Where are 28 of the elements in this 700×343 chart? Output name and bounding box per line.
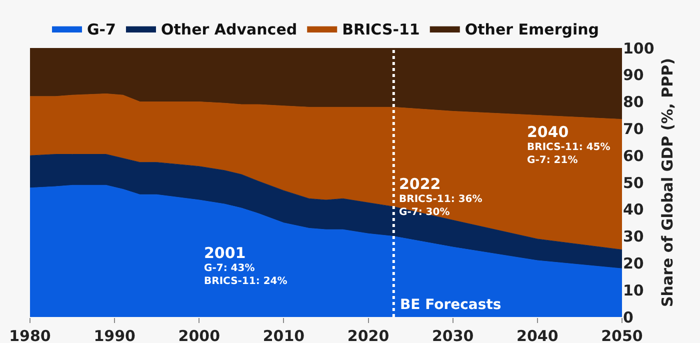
x-tick-label: 1980 (9, 327, 51, 343)
legend-label: G-7 (87, 20, 116, 38)
y-tick-label: 30 (623, 228, 644, 246)
ref-line-label: BE Forecasts (400, 297, 502, 313)
y-tick-label: 90 (623, 66, 644, 84)
y-tick-label: 10 (623, 281, 644, 300)
annotation: 2001 G-7: 43% BRICS-11: 24% (204, 244, 288, 287)
y-tick-label: 20 (623, 254, 644, 272)
x-tick-label: 2040 (516, 327, 558, 343)
annotation: 2022 BRICS-11: 36% G-7: 30% (399, 175, 482, 218)
y-tick-label: 80 (623, 93, 644, 112)
x-tick-label: 2010 (262, 327, 305, 343)
y-tick-label: 100 (623, 39, 654, 58)
x-tick-label: 2020 (347, 327, 390, 343)
y-axis-title: Share of Global GDP (%, PPP) (658, 58, 676, 308)
x-tick-label: 2050 (601, 327, 643, 343)
y-tick-label: 40 (623, 200, 644, 219)
annotation: 2040 BRICS-11: 45% G-7: 21% (527, 123, 610, 166)
legend-label: Other Emerging (464, 20, 600, 38)
y-tick-label: 60 (623, 146, 644, 165)
legend-label: BRICS-11 (342, 20, 420, 38)
x-tick-label: 2000 (178, 327, 220, 343)
legend-label: Other Advanced (160, 20, 298, 38)
x-tick-label: 1990 (94, 327, 136, 343)
x-tick-label: 2030 (432, 327, 474, 343)
y-tick-label: 0 (623, 308, 634, 326)
y-tick-label: 50 (623, 174, 644, 192)
y-tick-label: 70 (623, 120, 644, 138)
